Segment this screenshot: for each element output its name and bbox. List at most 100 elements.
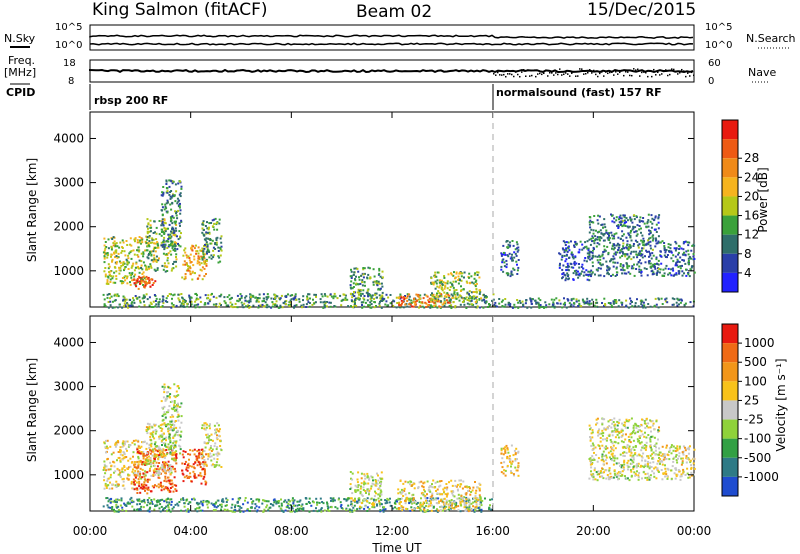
data-cell — [220, 293, 223, 296]
data-cell — [590, 228, 593, 231]
data-cell — [184, 251, 187, 254]
nsky-label: N.Sky — [4, 32, 36, 45]
data-cell — [177, 297, 180, 300]
data-cell — [632, 227, 635, 230]
data-cell — [464, 509, 467, 512]
data-cell — [184, 301, 187, 304]
data-cell — [352, 499, 355, 502]
data-cell — [429, 497, 432, 500]
data-cell — [592, 229, 595, 232]
data-cell — [107, 468, 110, 471]
data-cell — [167, 430, 170, 433]
data-cell — [171, 240, 174, 243]
nave-point — [535, 75, 537, 78]
data-cell — [133, 461, 136, 463]
data-cell — [146, 471, 149, 474]
data-cell — [494, 304, 497, 307]
data-cell — [234, 302, 237, 305]
data-cell — [596, 305, 599, 308]
data-cell — [213, 466, 216, 468]
data-cell — [626, 257, 629, 260]
data-cell — [171, 267, 174, 270]
data-cell — [282, 510, 285, 513]
data-cell — [162, 224, 165, 227]
data-cell — [445, 299, 448, 302]
data-cell — [178, 230, 181, 233]
data-cell — [644, 261, 647, 264]
data-cell — [602, 257, 605, 260]
data-cell — [436, 300, 439, 303]
data-cell — [184, 273, 187, 275]
data-cell — [613, 247, 616, 249]
data-cell — [607, 253, 610, 256]
data-cell — [359, 505, 361, 508]
data-cell — [110, 245, 113, 248]
data-cell — [199, 466, 202, 468]
data-cell — [218, 222, 221, 225]
data-cell — [443, 487, 446, 489]
data-cell — [480, 508, 483, 511]
data-cell — [505, 263, 508, 266]
data-cell — [146, 499, 149, 501]
y-tick-label: 1000 — [53, 264, 84, 278]
data-cell — [141, 487, 144, 490]
data-cell — [171, 451, 174, 454]
data-cell — [239, 293, 242, 296]
data-cell — [179, 224, 181, 227]
data-cell — [435, 498, 438, 501]
data-cell — [147, 462, 150, 465]
data-cell — [468, 500, 471, 503]
data-cell — [219, 254, 222, 257]
data-cell — [564, 303, 566, 306]
data-cell — [657, 297, 660, 300]
data-cell — [559, 302, 562, 305]
data-cell — [389, 294, 392, 296]
data-cell — [217, 424, 220, 427]
data-cell — [175, 260, 177, 263]
data-cell — [488, 506, 491, 509]
data-cell — [197, 246, 200, 249]
data-cell — [173, 400, 176, 402]
data-cell — [627, 226, 630, 229]
data-cell — [115, 249, 118, 252]
data-cell — [133, 269, 136, 272]
data-cell — [162, 448, 165, 451]
data-cell — [131, 279, 134, 282]
data-cell — [266, 504, 269, 507]
data-cell — [115, 503, 118, 506]
data-cell — [673, 273, 676, 276]
data-cell — [263, 508, 266, 511]
data-cell — [617, 227, 620, 229]
nave-point — [497, 71, 499, 74]
data-cell — [519, 302, 522, 304]
data-cell — [141, 441, 143, 444]
data-cell — [662, 268, 665, 271]
data-cell — [596, 255, 599, 258]
data-cell — [681, 270, 684, 273]
data-cell — [137, 470, 140, 473]
data-cell — [258, 506, 261, 509]
data-cell — [113, 252, 116, 255]
data-cell — [217, 499, 220, 502]
data-cell — [147, 458, 150, 461]
data-cell — [123, 464, 126, 467]
data-cell — [119, 280, 122, 283]
data-cell — [220, 235, 223, 238]
data-cell — [129, 243, 132, 246]
data-cell — [361, 292, 364, 295]
nave-point — [579, 68, 581, 70]
data-cell — [443, 295, 446, 298]
data-cell — [164, 222, 167, 225]
data-cell — [428, 486, 431, 489]
data-cell — [451, 297, 454, 299]
data-cell — [171, 247, 174, 250]
data-cell — [602, 251, 605, 253]
data-cell — [287, 304, 290, 306]
data-cell — [148, 240, 151, 243]
data-cell — [182, 300, 184, 303]
data-cell — [169, 451, 172, 454]
data-cell — [103, 463, 106, 466]
data-cell — [177, 504, 180, 507]
data-cell — [468, 293, 470, 296]
data-cell — [505, 259, 508, 262]
